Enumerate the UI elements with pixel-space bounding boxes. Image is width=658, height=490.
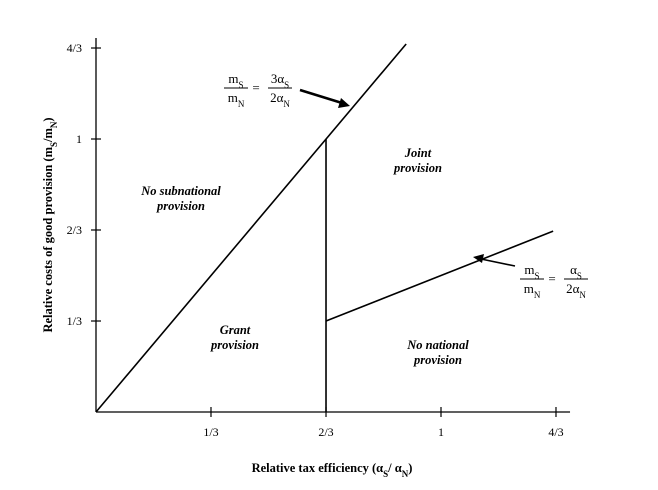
text-piece: S [284, 80, 289, 90]
region-label: No subnational [140, 184, 221, 198]
text-piece: m [524, 281, 534, 296]
text-piece: 2α [566, 281, 580, 296]
denominator: mN [228, 90, 245, 109]
y-tick-label: 2/3 [67, 223, 82, 237]
region-label: provision [393, 161, 442, 175]
text-piece: S [577, 271, 582, 281]
text-piece: N [402, 469, 409, 479]
text-piece: ) [41, 117, 55, 121]
text-piece: 3α [271, 71, 285, 86]
text-piece: ) [408, 461, 412, 475]
equals: = [548, 271, 555, 286]
text-piece: N [238, 99, 245, 109]
region-label: provision [413, 353, 462, 367]
text-piece: N [534, 290, 541, 300]
text-piece: /m [41, 128, 55, 143]
text-piece: N [283, 99, 290, 109]
text-piece: m [228, 90, 238, 105]
text-piece: m [524, 262, 534, 277]
numerator: 3αS [271, 71, 289, 90]
region-label: provision [210, 338, 259, 352]
denominator: 2αN [270, 90, 290, 109]
region-label: Joint [404, 146, 432, 160]
arrowhead [338, 98, 350, 108]
text-piece: Relative costs of good provision (m [41, 146, 55, 332]
arrowhead [473, 254, 484, 263]
denominator: 2αN [566, 281, 586, 300]
arrow [299, 88, 343, 105]
text-piece: N [579, 290, 586, 300]
numerator: mS [524, 262, 539, 281]
text-piece: S [383, 469, 388, 479]
x-tick-label: 2/3 [318, 425, 333, 439]
y-axis-label: Relative costs of good provision (mS/mN) [41, 117, 59, 332]
y-tick-label: 1 [76, 132, 82, 146]
arrow [480, 258, 516, 267]
x-tick-label: 4/3 [548, 425, 563, 439]
text-piece: Relative tax efficiency (α [252, 461, 384, 475]
y-tick-label: 1/3 [67, 314, 82, 328]
text-piece: / α [387, 461, 402, 475]
numerator: αS [570, 262, 582, 281]
x-tick-label: 1 [438, 425, 444, 439]
region-label: Grant [220, 323, 251, 337]
text-piece: S [535, 271, 540, 281]
line [95, 43, 407, 413]
annotation-arrows [299, 88, 516, 267]
region-label: No national [406, 338, 469, 352]
region-label: provision [156, 199, 205, 213]
x-tick-label: 1/3 [203, 425, 218, 439]
text-piece: S [239, 80, 244, 90]
line [325, 230, 554, 322]
denominator: mN [524, 281, 541, 300]
text-piece: m [228, 71, 238, 86]
x-axis-label: Relative tax efficiency (αS/ αN) [252, 461, 413, 479]
text-piece: S [49, 142, 59, 147]
text-piece: N [49, 121, 59, 128]
equals: = [252, 80, 259, 95]
y-tick-label: 4/3 [67, 41, 82, 55]
text-piece: α [570, 262, 577, 277]
numerator: mS [228, 71, 243, 90]
text-piece: 2α [270, 90, 284, 105]
